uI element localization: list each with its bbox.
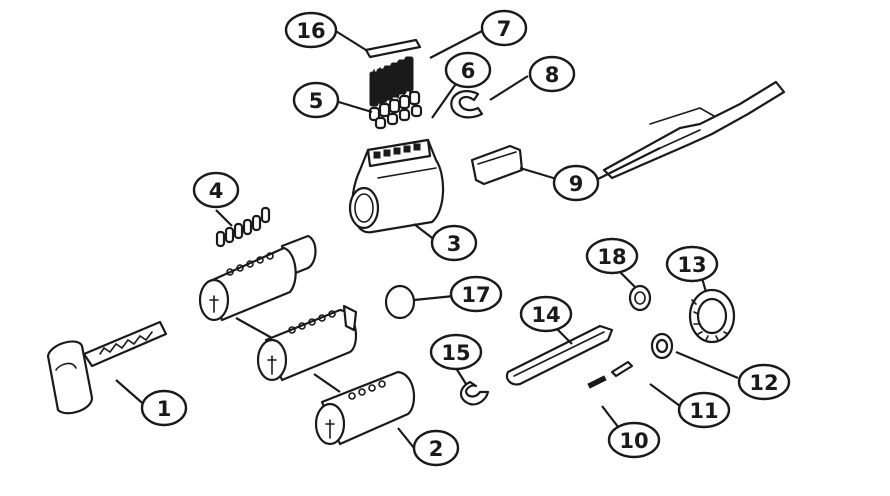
callout-number: 7 (497, 17, 512, 41)
callout-number: 5 (309, 89, 324, 113)
callout-number: 11 (689, 399, 718, 423)
springs-pins-part (368, 56, 423, 130)
callout-ring (140, 389, 188, 427)
cylinder-plug-long-part (198, 234, 317, 322)
callout-number: 2 (429, 437, 444, 461)
callout-ring (449, 275, 503, 313)
disc-part (384, 284, 416, 320)
callout-2: 2 (412, 429, 460, 467)
callout-5: 5 (292, 81, 340, 119)
c-clip-part (459, 380, 490, 406)
callout-number: 18 (597, 245, 626, 269)
callout-4: 4 (192, 171, 240, 209)
control-tool-part (470, 80, 786, 186)
callout-ring (284, 11, 338, 49)
tailpiece-part (505, 324, 614, 386)
callout-9: 9 (552, 164, 600, 202)
key-part (46, 320, 168, 415)
callout-17: 17 (449, 275, 503, 313)
callout-8: 8 (528, 55, 576, 93)
cylinder-plug-mid-part (256, 304, 358, 382)
callout-12: 12 (737, 363, 791, 401)
callout-18: 18 (585, 237, 639, 275)
callout-11: 11 (677, 391, 731, 429)
retaining-clip-part (450, 90, 484, 119)
callout-number: 8 (545, 63, 560, 87)
callout-ring (480, 9, 528, 47)
callout-ring (607, 421, 661, 459)
callout-number: 13 (677, 253, 706, 277)
callout-3: 3 (430, 224, 478, 262)
cylinder-housing-part (348, 138, 445, 234)
callout-ring (737, 363, 791, 401)
callout-number: 10 (619, 429, 648, 453)
callout-14: 14 (519, 295, 573, 333)
callout-ring (677, 391, 731, 429)
callout-6: 6 (444, 51, 492, 89)
callout-ring (192, 171, 240, 209)
callout-10: 10 (607, 421, 661, 459)
callout-number: 1 (157, 397, 172, 421)
pin-part (610, 360, 634, 378)
callout-ring (665, 245, 719, 283)
callout-ring (552, 164, 600, 202)
callout-ring (444, 51, 492, 89)
callout-ring (519, 295, 573, 333)
callout-number: 6 (461, 59, 476, 83)
callout-number: 3 (447, 232, 462, 256)
leader-lines (115, 29, 739, 449)
callout-number: 4 (209, 179, 224, 203)
callout-number: 17 (461, 283, 490, 307)
callout-ring (430, 224, 478, 262)
callout-ring (429, 333, 483, 371)
callout-number: 15 (441, 341, 470, 365)
callout-ring (528, 55, 576, 93)
callout-number: 14 (531, 303, 560, 327)
callout-ring (292, 81, 340, 119)
small-spring-part (587, 375, 607, 389)
callout-15: 15 (429, 333, 483, 371)
callout-7: 7 (480, 9, 528, 47)
callout-number: 16 (296, 19, 325, 43)
callout-13: 13 (665, 245, 719, 283)
ring-nut-part (688, 288, 736, 344)
callout-number: 12 (749, 371, 778, 395)
callout-ring (585, 237, 639, 275)
cap-strip-part (364, 38, 422, 59)
cylinder-plug-short-part (314, 370, 416, 446)
washer-part (650, 332, 674, 360)
callout-16: 16 (284, 11, 338, 49)
cam-screw-part (628, 284, 652, 312)
callout-ring (412, 429, 460, 467)
callout-number: 9 (569, 172, 584, 196)
bottom-pins-part (215, 206, 271, 248)
callout-1: 1 (140, 389, 188, 427)
